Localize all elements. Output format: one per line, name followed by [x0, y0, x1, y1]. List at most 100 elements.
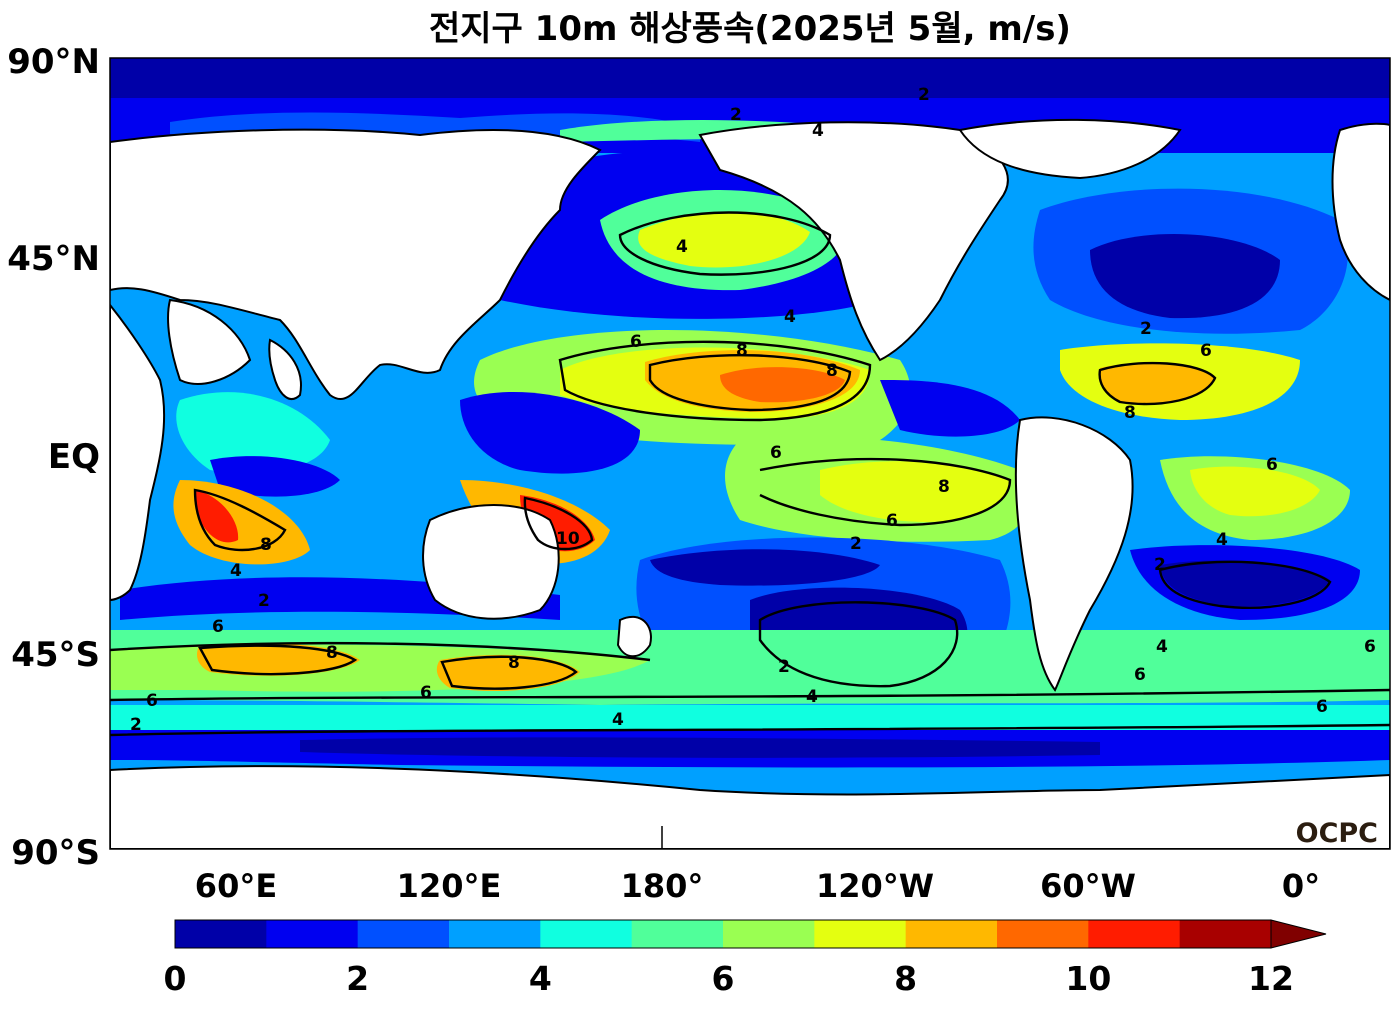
contour-line-2-south-pacific — [758, 601, 959, 688]
longitude-axis: 60°E 120°E 180° 120°W 60°W 0° — [195, 867, 1320, 905]
contour-label: 2 — [850, 534, 862, 554]
latitude-axis: 90°N 45°N EQ 45°S 90°S — [7, 42, 100, 873]
antarctica-landmass — [110, 765, 1390, 849]
contour-label: 4 — [1156, 637, 1168, 657]
contour-label: 2 — [1154, 555, 1166, 575]
contour-label: 6 — [420, 683, 432, 703]
colorbar-segment — [175, 920, 267, 948]
contour-label: 8 — [826, 361, 838, 381]
ocpc-logo: OCPC — [1296, 818, 1378, 849]
contour-label: 6 — [1266, 455, 1278, 475]
contour-line-6-equatorial — [759, 457, 1012, 527]
colorbar-segment — [1179, 920, 1272, 948]
colorbar-tick-label: 12 — [1248, 959, 1294, 998]
lon-tick-label: 180° — [621, 867, 704, 905]
south-atlantic-trade-core — [1190, 466, 1320, 517]
lon-tick-label: 60°E — [195, 867, 277, 905]
contour-line-8-north-atlantic — [1098, 361, 1217, 406]
contour-line-2-antarctic — [110, 723, 1390, 737]
colorbar: 0 2 4 6 8 10 12 — [164, 919, 1327, 998]
lat-tick-label: 90°S — [11, 833, 100, 873]
contour-label: 4 — [1216, 530, 1228, 550]
colorbar-segment — [449, 920, 541, 948]
colorbar-tick-label: 4 — [529, 959, 552, 998]
contour-line-8-north-pacific — [648, 354, 852, 412]
contour-label: 2 — [918, 85, 930, 105]
colorbar-segment — [1088, 920, 1181, 948]
contour-line-6-southern-outer — [110, 688, 1390, 702]
lon-tick-label: 120°E — [397, 867, 502, 905]
contour-label: 8 — [260, 535, 272, 555]
colorbar-segment — [814, 920, 907, 948]
south-america-landmass — [1014, 416, 1134, 692]
south-atlantic-calm-core — [1160, 560, 1330, 607]
contour-label: 6 — [146, 691, 158, 711]
north-atlantic-calm-core — [1090, 233, 1280, 319]
contour-label: 2 — [778, 657, 790, 677]
colorbar-tick-label: 6 — [712, 959, 735, 998]
contour-lines — [110, 211, 1390, 737]
contour-line-2-south-atlantic — [1158, 560, 1332, 609]
new-zealand — [616, 615, 652, 658]
colorbar-tick-labels: 0 2 4 6 8 10 12 — [164, 959, 1294, 998]
colorbar-outline — [174, 919, 1272, 949]
contour-line-8-tasman — [440, 655, 578, 690]
contour-label: 8 — [1124, 403, 1136, 423]
contour-label: 8 — [508, 653, 520, 673]
arabian-peninsula — [167, 298, 252, 385]
colorbar-segment — [723, 920, 815, 948]
greenland-landmass — [958, 118, 1182, 180]
south-pacific-calm-band — [650, 549, 880, 586]
contour-line-6-southern — [110, 641, 651, 662]
north-pacific-westerly-core — [638, 211, 810, 268]
colorbar-tick-label: 8 — [894, 959, 917, 998]
contour-label: 6 — [770, 443, 782, 463]
lat-tick-label: 45°S — [11, 635, 100, 675]
contour-label: 8 — [736, 341, 748, 361]
southern-ocean-transition — [110, 705, 1390, 730]
colorbar-segment — [357, 920, 450, 948]
indian-subcontinent — [268, 338, 302, 400]
contour-label: 8 — [326, 643, 338, 663]
colorbar-segments — [175, 920, 1272, 948]
contour-label: 4 — [806, 687, 818, 707]
contour-line-8-indian-westerly — [198, 644, 358, 676]
antarctic-calm-core — [300, 737, 1100, 758]
contour-line-4-north-pacific — [618, 211, 832, 276]
south-indian-trade-peak — [195, 490, 239, 543]
colorbar-segment — [540, 920, 633, 948]
contour-label: 6 — [1316, 697, 1328, 717]
lat-tick-label: 45°N — [7, 239, 100, 279]
east-pacific-calm — [880, 380, 1020, 437]
contour-label: 10 — [556, 529, 580, 549]
colorbar-tick-label: 2 — [346, 959, 369, 998]
contour-label: 4 — [812, 121, 824, 141]
contour-line-8-south-indian — [193, 488, 287, 552]
north-america-landmass — [698, 121, 1009, 362]
contour-label: 6 — [630, 332, 642, 352]
africa-landmass — [110, 303, 166, 602]
contour-label: 6 — [1134, 665, 1146, 685]
contour-line-6-north-pacific — [558, 340, 872, 422]
map-area: 4 4 6 8 8 6 8 6 2 2 4 10 8 4 2 6 8 8 6 4… — [110, 58, 1390, 849]
contour-label: 2 — [1140, 319, 1152, 339]
australia-landmass — [422, 504, 560, 620]
equatorial-indian-calm — [210, 456, 340, 497]
lat-tick-label: 90°N — [7, 42, 100, 82]
contour-label: 6 — [212, 617, 224, 637]
lon-tick-label: 60°W — [1040, 867, 1136, 905]
colorbar-segment — [905, 920, 998, 948]
contour-label: 2 — [130, 715, 142, 735]
arabian-sea-zone — [176, 392, 330, 474]
contour-labels: 4 4 6 8 8 6 8 6 2 2 4 10 8 4 2 6 8 8 6 4… — [130, 85, 1376, 735]
map-title: 전지구 10m 해상풍속(2025년 5월, m/s) — [429, 9, 1071, 49]
arctic-calm-band — [110, 58, 1390, 98]
north-pacific-trade-peak — [720, 367, 845, 403]
contour-label: 6 — [1200, 341, 1212, 361]
europe-landmass — [1331, 122, 1390, 302]
contour-label: 4 — [230, 561, 242, 581]
contour-label: 2 — [258, 591, 270, 611]
colorbar-segment — [631, 920, 724, 948]
colorbar-tick-label: 10 — [1065, 959, 1111, 998]
